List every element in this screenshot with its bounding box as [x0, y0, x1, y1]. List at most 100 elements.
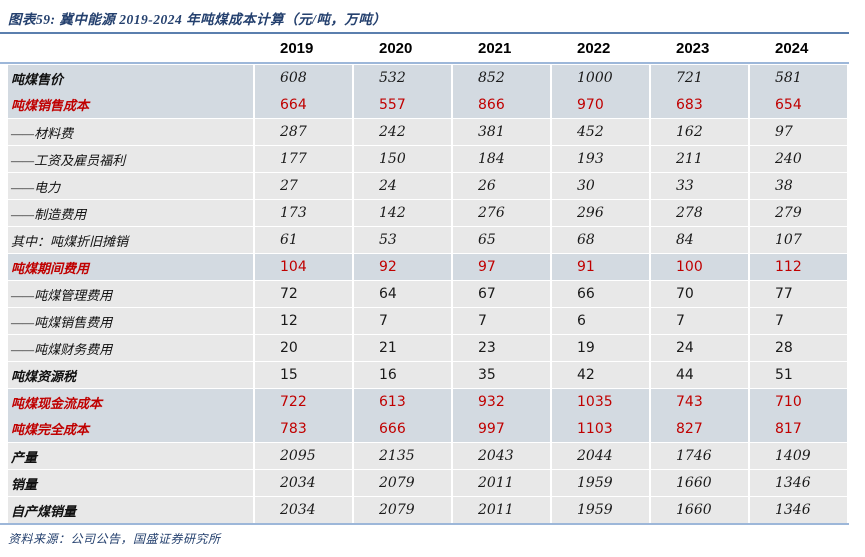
cell-value: 150: [354, 146, 451, 172]
cell-value: 91: [552, 254, 649, 280]
cell-value: 278: [651, 200, 748, 226]
cell-value: 70: [651, 281, 748, 307]
cell-value: 38: [750, 173, 847, 199]
column-header-year: 2021: [478, 40, 512, 57]
row-label: 吨煤资源税: [8, 362, 253, 388]
cell-value: 28: [750, 335, 847, 361]
source-note: 资料来源：公司公告，国盛证券研究所: [8, 532, 221, 546]
cell-value: 2043: [453, 443, 550, 469]
table-row: 吨煤售价 608 532 852 1000 721 581: [8, 65, 847, 91]
table-header-row: 2019 2020 2021 2022 2023 2024: [8, 36, 847, 61]
cell-value: 67: [453, 281, 550, 307]
header-divider-rule: [0, 62, 849, 64]
cell-value: 970: [552, 91, 649, 118]
cell-value: 211: [651, 146, 748, 172]
row-label: 吨煤期间费用: [8, 254, 253, 280]
cell-value: 2079: [354, 470, 451, 496]
row-label: ——材料费: [8, 119, 253, 145]
cell-value: 193: [552, 146, 649, 172]
cell-value: 66: [552, 281, 649, 307]
cell-value: 1660: [651, 497, 748, 523]
table-row: ——电力 27 24 26 30 33 38: [8, 173, 847, 199]
table-row: 产量 2095 2135 2043 2044 1746 1409: [8, 443, 847, 469]
cell-value: 997: [453, 415, 550, 442]
cell-value: 51: [750, 362, 847, 388]
table-row: 吨煤现金流成本 722 613 932 1035 743 710: [8, 389, 847, 415]
row-label: 销量: [8, 470, 253, 496]
cell-value: 6: [552, 308, 649, 334]
cell-value: 557: [354, 91, 451, 118]
cell-value: 92: [354, 254, 451, 280]
cell-value: 276: [453, 200, 550, 226]
cell-value: 817: [750, 415, 847, 442]
cell-value: 381: [453, 119, 550, 145]
row-label: 吨煤现金流成本: [8, 389, 253, 415]
cell-value: 2011: [453, 470, 550, 496]
row-label: 吨煤完全成本: [8, 415, 253, 442]
row-label: 产量: [8, 443, 253, 469]
cell-value: 177: [255, 146, 352, 172]
cell-value: 852: [453, 65, 550, 91]
cell-value: 1959: [552, 497, 649, 523]
table-row: 吨煤资源税 15 16 35 42 44 51: [8, 362, 847, 388]
title-divider-rule: [0, 32, 849, 34]
table-body: 吨煤售价 608 532 852 1000 721 581 吨煤销售成本 664 557 866 97…: [8, 65, 847, 523]
cell-value: 1000: [552, 65, 649, 91]
cell-value: 296: [552, 200, 649, 226]
cell-value: 24: [651, 335, 748, 361]
cell-value: 722: [255, 389, 352, 415]
table-row: 吨煤销售成本 664 557 866 970 683 654: [8, 91, 847, 118]
cell-value: 2034: [255, 497, 352, 523]
table-row: ——吨煤销售费用 12 7 7 6 7 7: [8, 308, 847, 334]
cell-value: 710: [750, 389, 847, 415]
cell-value: 2079: [354, 497, 451, 523]
cell-value: 1103: [552, 415, 649, 442]
column-header-year: 2023: [676, 40, 710, 57]
cell-value: 142: [354, 200, 451, 226]
table-row: ——吨煤管理费用 72 64 67 66 70 77: [8, 281, 847, 307]
cell-value: 24: [354, 173, 451, 199]
cell-value: 64: [354, 281, 451, 307]
cell-value: 581: [750, 65, 847, 91]
cell-value: 1959: [552, 470, 649, 496]
cell-value: 100: [651, 254, 748, 280]
cell-value: 162: [651, 119, 748, 145]
cell-value: 65: [453, 227, 550, 253]
cell-value: 2011: [453, 497, 550, 523]
cell-value: 654: [750, 91, 847, 118]
cell-value: 44: [651, 362, 748, 388]
cell-value: 1746: [651, 443, 748, 469]
cell-value: 184: [453, 146, 550, 172]
row-label: ——制造费用: [8, 200, 253, 226]
cell-value: 107: [750, 227, 847, 253]
cell-value: 7: [354, 308, 451, 334]
cell-value: 97: [453, 254, 550, 280]
cell-value: 2044: [552, 443, 649, 469]
table-row: 销量 2034 2079 2011 1959 1660 1346: [8, 470, 847, 496]
cell-value: 15: [255, 362, 352, 388]
cell-value: 279: [750, 200, 847, 226]
cell-value: 16: [354, 362, 451, 388]
cell-value: 30: [552, 173, 649, 199]
cell-value: 20: [255, 335, 352, 361]
column-header-year: 2019: [280, 40, 314, 57]
table-bottom-rule: [0, 523, 849, 525]
cell-value: 42: [552, 362, 649, 388]
cell-value: 97: [750, 119, 847, 145]
cell-value: 23: [453, 335, 550, 361]
table-row: 自产煤销量 2034 2079 2011 1959 1660 1346: [8, 497, 847, 523]
cell-value: 19: [552, 335, 649, 361]
row-label: ——工资及雇员福利: [8, 146, 253, 172]
cell-value: 608: [255, 65, 352, 91]
cell-value: 21: [354, 335, 451, 361]
table-row: 吨煤完全成本 783 666 997 1103 827 817: [8, 415, 847, 442]
cell-value: 242: [354, 119, 451, 145]
cell-value: 666: [354, 415, 451, 442]
table-row: 其中：吨煤折旧摊销 61 53 65 68 84 107: [8, 227, 847, 253]
column-header-year: 2022: [577, 40, 611, 57]
row-label: 吨煤销售成本: [8, 91, 253, 118]
row-label: ——吨煤财务费用: [8, 335, 253, 361]
cell-value: 664: [255, 91, 352, 118]
cell-value: 1035: [552, 389, 649, 415]
